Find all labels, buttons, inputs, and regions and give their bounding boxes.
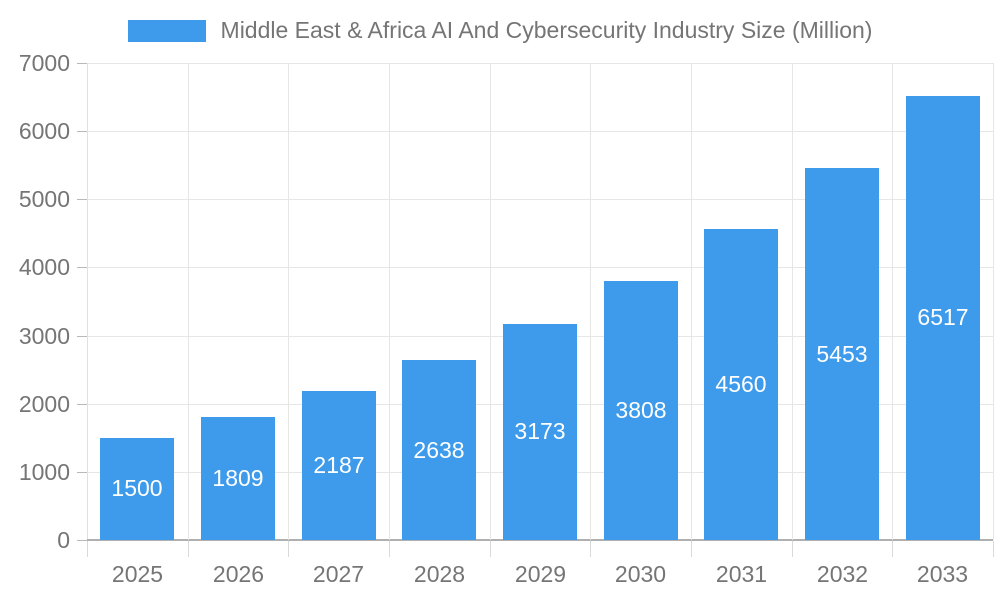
- x-axis-tick: [490, 541, 491, 557]
- y-axis-tick: [77, 63, 87, 64]
- x-axis-tick-label: 2029: [514, 561, 567, 587]
- x-axis-tick: [792, 541, 793, 557]
- gridline-vertical: [993, 63, 994, 540]
- plot-area: 1500 1809 2187 2638 3173 3808 4560 5453 6517: [87, 63, 994, 541]
- y-axis-tick-label: 7000: [18, 50, 70, 76]
- y-axis-tick: [77, 336, 87, 337]
- bar[interactable]: 6517: [906, 95, 980, 540]
- y-axis-tick: [77, 199, 87, 200]
- bar[interactable]: 2638: [402, 360, 476, 540]
- x-axis-tick-label: 2031: [715, 561, 768, 587]
- gridline-vertical: [490, 63, 491, 540]
- bar-value-label: 3173: [514, 418, 566, 445]
- gridline-vertical: [691, 63, 692, 540]
- y-axis-line: [87, 63, 88, 540]
- bar[interactable]: 5453: [805, 168, 879, 540]
- x-axis-line: [87, 539, 993, 541]
- y-axis-tick-label: 1000: [18, 459, 70, 485]
- y-axis-tick: [77, 131, 87, 132]
- legend-item[interactable]: Middle East & Africa AI And Cybersecurit…: [127, 17, 873, 44]
- x-axis-tick-label: 2032: [816, 561, 869, 587]
- gridline-horizontal: [87, 199, 993, 201]
- gridline-vertical: [389, 63, 390, 540]
- x-axis-tick-label: 2027: [312, 561, 365, 587]
- x-axis-tick-label: 2025: [111, 561, 164, 587]
- bar-value-label: 5453: [816, 340, 868, 367]
- y-axis-tick-label: 2000: [18, 391, 70, 417]
- x-axis-tick: [288, 541, 289, 557]
- gridline-horizontal: [87, 267, 993, 269]
- gridline-vertical: [188, 63, 189, 540]
- x-axis-tick: [892, 541, 893, 557]
- bar-value-label: 3808: [615, 396, 667, 423]
- y-axis-tick-label: 6000: [18, 118, 70, 144]
- bar-value-label: 1809: [212, 464, 264, 491]
- x-axis-tick: [389, 541, 390, 557]
- x-axis-tick-label: 2028: [413, 561, 466, 587]
- x-axis-tick: [590, 541, 591, 557]
- bar-value-label: 6517: [917, 304, 969, 331]
- bar-value-label: 2187: [313, 451, 365, 478]
- gridline-horizontal: [87, 131, 993, 133]
- legend: Middle East & Africa AI And Cybersecurit…: [0, 17, 1000, 44]
- y-axis-tick: [77, 472, 87, 473]
- y-axis-tick: [77, 540, 87, 541]
- x-axis-tick-label: 2033: [916, 561, 969, 587]
- bar[interactable]: 1500: [100, 437, 174, 540]
- bar-value-label: 2638: [413, 436, 465, 463]
- bar-value-label: 4560: [715, 371, 767, 398]
- x-axis-tick-label: 2030: [614, 561, 667, 587]
- gridline-horizontal: [87, 63, 993, 64]
- gridline-vertical: [590, 63, 591, 540]
- bar[interactable]: 3808: [604, 280, 678, 540]
- bar[interactable]: 1809: [201, 416, 275, 540]
- bar[interactable]: 4560: [704, 229, 778, 540]
- x-axis-tick: [993, 541, 994, 557]
- x-axis-tick-label: 2026: [212, 561, 265, 587]
- bar[interactable]: 3173: [503, 323, 577, 540]
- x-axis-tick: [188, 541, 189, 557]
- y-axis-tick-label: 4000: [18, 254, 70, 280]
- gridline-vertical: [288, 63, 289, 540]
- bar[interactable]: 2187: [302, 390, 376, 540]
- y-axis-tick: [77, 404, 87, 405]
- gridline-vertical: [892, 63, 893, 540]
- y-axis-tick: [77, 267, 87, 268]
- y-axis-tick-label: 5000: [18, 186, 70, 212]
- y-axis-tick-label: 0: [57, 527, 70, 553]
- gridline-vertical: [792, 63, 793, 540]
- legend-swatch-icon: [127, 19, 206, 42]
- x-axis-tick: [691, 541, 692, 557]
- x-axis-tick: [87, 541, 88, 557]
- y-axis-tick-label: 3000: [18, 323, 70, 349]
- bar-value-label: 1500: [111, 475, 163, 502]
- legend-label: Middle East & Africa AI And Cybersecurit…: [220, 17, 873, 43]
